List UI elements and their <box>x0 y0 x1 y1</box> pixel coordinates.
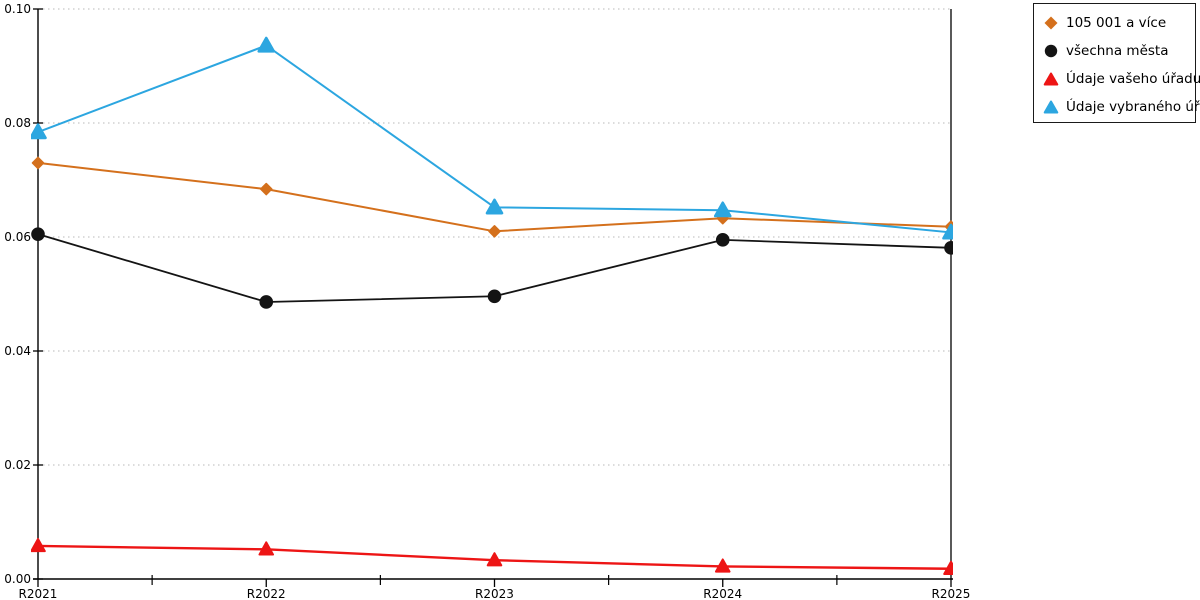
x-axis-tick-label: R2025 <box>932 587 971 600</box>
series-3 <box>31 36 953 240</box>
x-axis-tick-label: R2024 <box>703 587 742 600</box>
legend-item-2: Údaje vašeho úřadu <box>1043 65 1200 93</box>
series-0 <box>31 156 953 238</box>
data-point-marker <box>944 241 953 255</box>
data-point-marker <box>31 156 45 170</box>
legend-item-3: Údaje vybraného úřadu <box>1043 93 1200 121</box>
data-point-marker <box>488 225 501 238</box>
series-2 <box>31 537 953 575</box>
data-point-marker <box>31 123 47 140</box>
legend: 105 001 a více všechna města Údaje vašeho … <box>1033 3 1200 123</box>
legend-item-label: Údaje vašeho úřadu <box>1066 71 1200 87</box>
x-axis-tick-label: R2021 <box>19 587 58 600</box>
y-axis-tick-label: 0.10 <box>4 2 31 16</box>
series-line <box>37 161 952 233</box>
x-axis-tick-label: R2023 <box>475 587 514 600</box>
data-point-marker <box>487 289 502 304</box>
data-point-marker <box>485 198 504 215</box>
y-axis-tick-label: 0.00 <box>4 572 31 586</box>
axes: 0.00 0.02 0.04 0.06 0.08 0.10 R2021 R2022 R2023 R… <box>4 2 970 600</box>
legend-marker-triangle-icon <box>1043 100 1059 114</box>
data-point-marker <box>486 552 503 567</box>
data-point-marker <box>713 201 732 218</box>
data-point-marker <box>259 182 273 196</box>
data-point-marker <box>942 223 953 240</box>
legend-marker-triangle-icon <box>1043 72 1059 86</box>
y-axis-tick-label: 0.04 <box>4 344 31 358</box>
data-point-marker <box>257 36 276 53</box>
legend-marker-diamond-icon <box>1044 16 1058 30</box>
data-point-marker <box>31 227 45 241</box>
x-axis-tick-label: R2022 <box>247 587 286 600</box>
data-point-marker <box>714 558 731 573</box>
legend-item-1: všechna města <box>1043 37 1195 65</box>
data-point-marker <box>258 541 275 556</box>
y-axis-tick-label: 0.06 <box>4 230 31 244</box>
legend-item-label: 105 001 a více <box>1066 15 1167 31</box>
legend-item-0: 105 001 a více <box>1043 9 1195 37</box>
data-point-marker <box>715 233 730 247</box>
data-point-marker <box>31 537 46 553</box>
series-1 <box>31 227 953 309</box>
data-point-marker <box>943 560 953 575</box>
legend-marker-circle-icon <box>1044 44 1058 58</box>
legend-item-label: Údaje vybraného úřadu <box>1066 99 1200 115</box>
data-point-marker <box>259 295 274 309</box>
y-axis-tick-label: 0.02 <box>4 458 31 472</box>
y-axis-tick-label: 0.08 <box>4 116 31 130</box>
legend-item-label: všechna města <box>1066 43 1169 59</box>
